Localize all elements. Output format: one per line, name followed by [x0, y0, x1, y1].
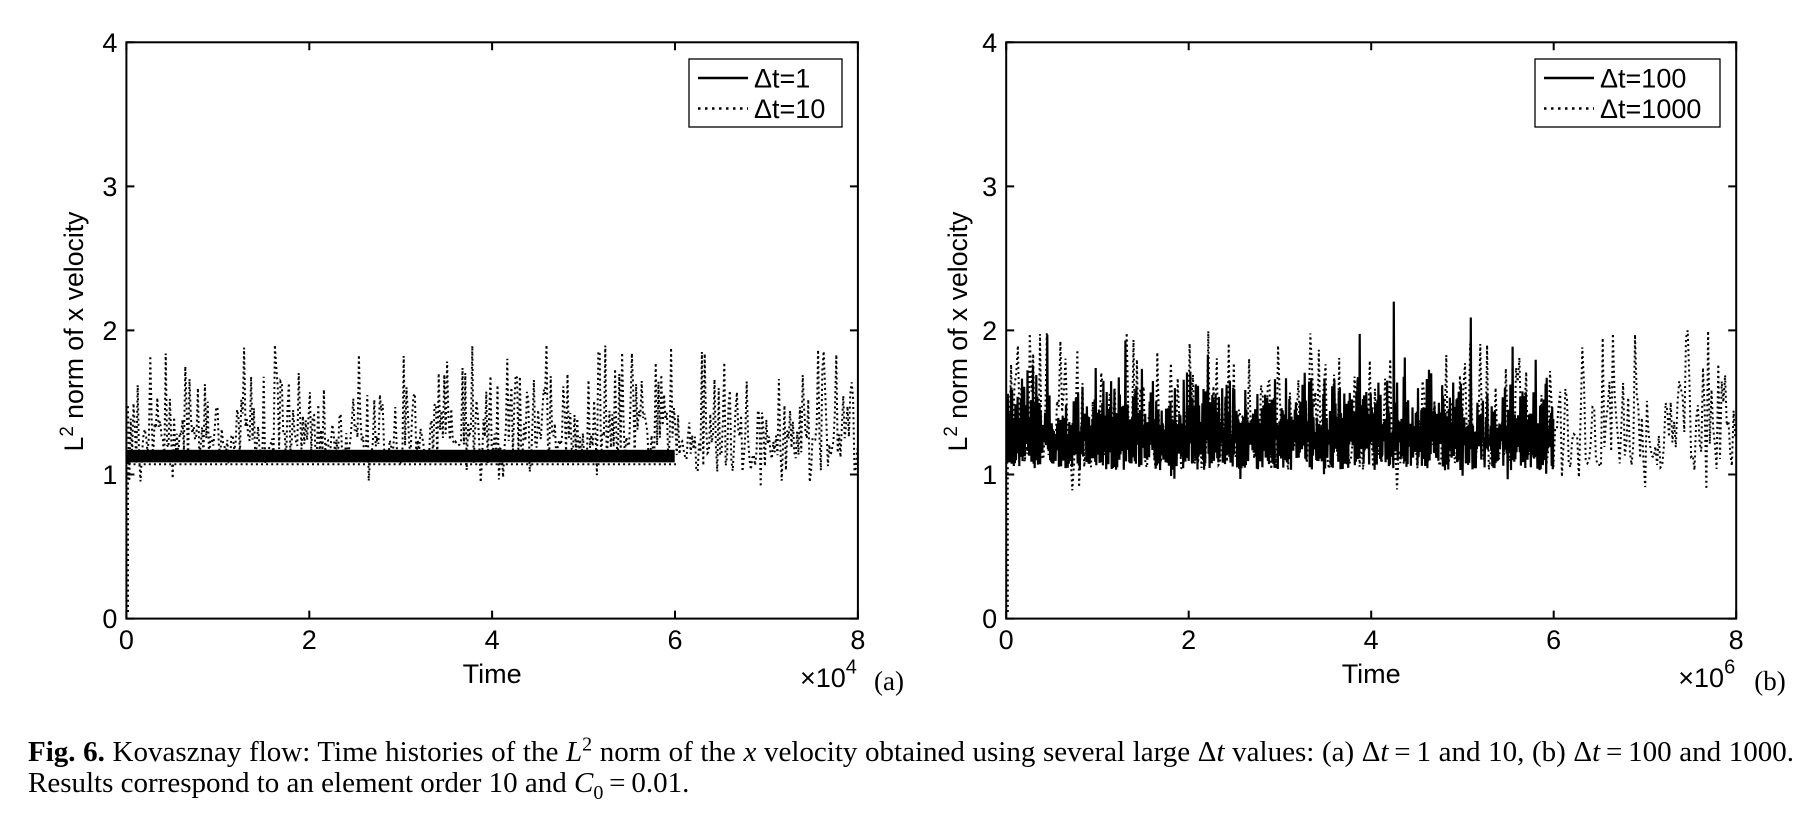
- svg-text:3: 3: [102, 172, 117, 202]
- svg-text:L2 norm of x velocity: L2 norm of x velocity: [57, 211, 89, 451]
- svg-text:1: 1: [102, 460, 117, 490]
- svg-text:Time: Time: [1342, 659, 1401, 689]
- svg-text:0: 0: [982, 604, 997, 634]
- svg-text:Δt=1000: Δt=1000: [1600, 94, 1701, 124]
- svg-text:×104: ×104: [800, 657, 857, 694]
- svg-text:×106: ×106: [1678, 657, 1735, 694]
- svg-text:Δt=100: Δt=100: [1600, 64, 1686, 94]
- svg-text:6: 6: [667, 625, 682, 655]
- svg-text:4: 4: [485, 625, 500, 655]
- svg-text:Δt=1: Δt=1: [754, 64, 810, 94]
- svg-text:4: 4: [102, 28, 117, 58]
- svg-text:2: 2: [102, 316, 117, 346]
- svg-text:(b): (b): [1754, 666, 1785, 696]
- svg-text:2: 2: [1181, 625, 1196, 655]
- svg-text:0: 0: [102, 604, 117, 634]
- svg-text:3: 3: [982, 172, 997, 202]
- svg-text:Time: Time: [463, 659, 522, 689]
- svg-text:8: 8: [850, 625, 865, 655]
- svg-text:1: 1: [982, 460, 997, 490]
- svg-text:L2 norm of x velocity: L2 norm of x velocity: [941, 211, 973, 451]
- svg-text:8: 8: [1729, 625, 1744, 655]
- svg-text:2: 2: [302, 625, 317, 655]
- svg-text:(a): (a): [874, 666, 904, 696]
- svg-text:0: 0: [119, 625, 134, 655]
- svg-text:Δt=10: Δt=10: [754, 94, 825, 124]
- svg-text:4: 4: [982, 28, 997, 58]
- svg-text:0: 0: [999, 625, 1014, 655]
- svg-text:6: 6: [1546, 625, 1561, 655]
- svg-text:4: 4: [1364, 625, 1379, 655]
- svg-text:2: 2: [982, 316, 997, 346]
